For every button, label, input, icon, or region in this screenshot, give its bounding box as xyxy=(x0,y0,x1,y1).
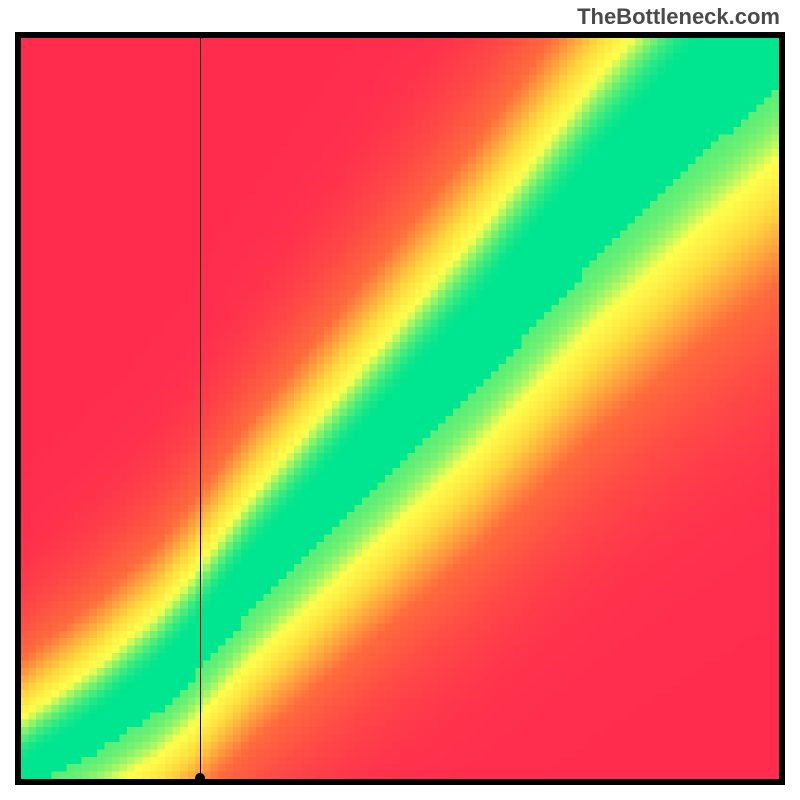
bottleneck-heatmap xyxy=(21,38,779,779)
heatmap-plot-frame xyxy=(15,32,785,785)
marker-vertical-line xyxy=(200,38,201,778)
watermark-text: TheBottleneck.com xyxy=(577,4,780,30)
marker-dot xyxy=(195,773,205,783)
